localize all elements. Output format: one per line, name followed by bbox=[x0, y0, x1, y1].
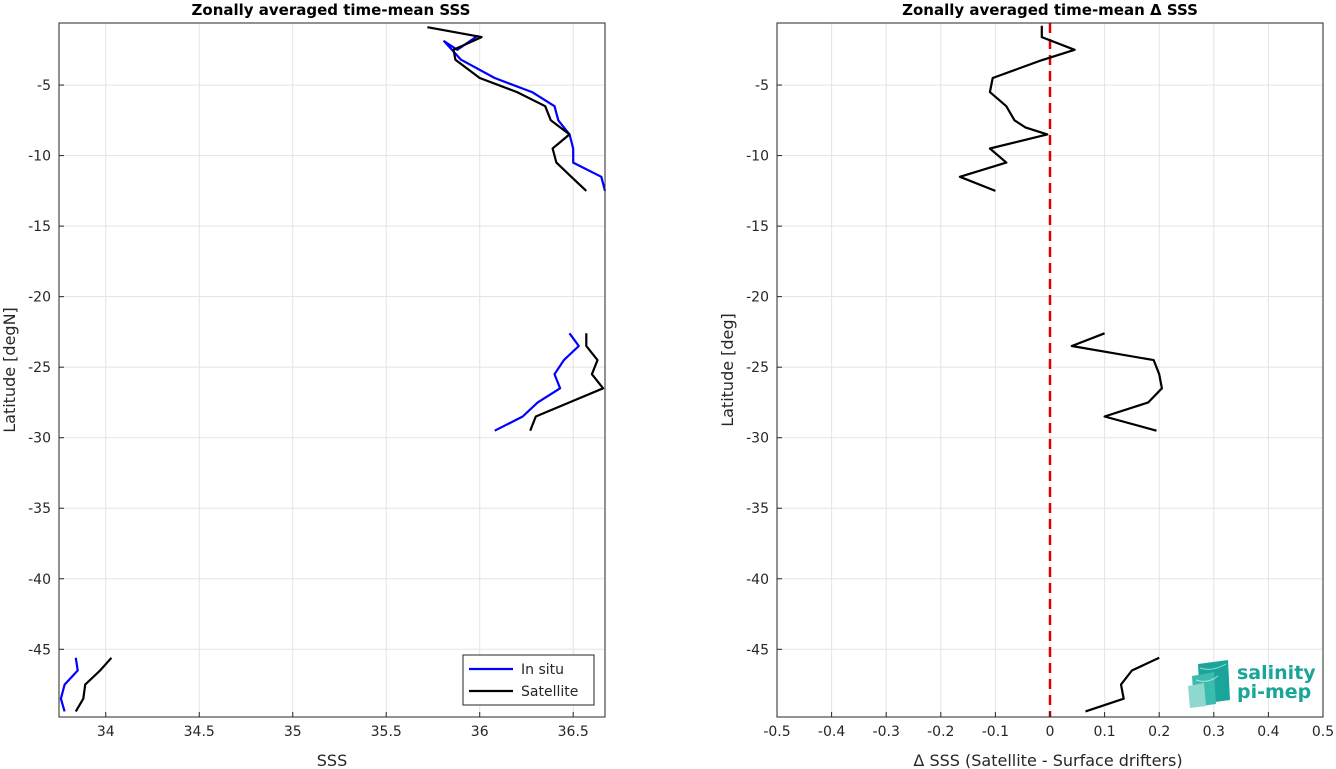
delta-sss-line-segment-2 bbox=[1070, 332, 1164, 432]
delta-sss-x-tick-label: 0.3 bbox=[1203, 724, 1225, 740]
delta-sss-x-tick-label: 0.5 bbox=[1312, 724, 1334, 740]
delta-sss-y-tick-label: -35 bbox=[746, 501, 769, 517]
satellite-line-segment-1 bbox=[427, 26, 588, 192]
delta-sss-y-tick-label: -30 bbox=[746, 431, 769, 447]
sss-y-tick-label: -45 bbox=[28, 642, 51, 658]
legend-satellite-label: Satellite bbox=[521, 684, 578, 700]
sss-x-tick-label: 35.5 bbox=[371, 724, 402, 740]
delta-sss-y-axis-label: Latitude [deg] bbox=[718, 313, 737, 427]
sss-y-tick-label: -20 bbox=[28, 290, 51, 306]
legend-box bbox=[462, 654, 595, 706]
delta-sss-series bbox=[958, 25, 1164, 713]
delta-sss-x-ticks: -0.5 -0.4 -0.3 -0.2 -0.1 0 0.1 0.2 0.3 0.4 0.5 bbox=[763, 712, 1334, 740]
delta-sss-x-tick-label: -0.1 bbox=[982, 724, 1009, 740]
delta-sss-x-tick-label: 0.1 bbox=[1093, 724, 1115, 740]
sss-x-tick-label: 36 bbox=[471, 724, 489, 740]
delta-sss-y-tick-label: -15 bbox=[746, 219, 769, 235]
sss-x-ticks: 34 34.5 35 35.5 36 36.5 bbox=[97, 712, 589, 740]
delta-sss-y-tick-label: -5 bbox=[755, 78, 769, 94]
delta-sss-y-tick-label: -25 bbox=[746, 360, 769, 376]
delta-sss-panel-title: Zonally averaged time-mean Δ SSS bbox=[902, 1, 1198, 19]
sss-y-tick-label: -25 bbox=[28, 360, 51, 376]
sss-grid bbox=[59, 23, 605, 717]
delta-sss-line-segment-1 bbox=[958, 25, 1076, 192]
delta-sss-line-segment-3 bbox=[1085, 656, 1160, 713]
delta-sss-x-tick-label: 0.4 bbox=[1257, 724, 1279, 740]
in-situ-line-segment-1 bbox=[443, 34, 607, 192]
delta-sss-x-axis-label: Δ SSS (Satellite - Surface drifters) bbox=[913, 751, 1182, 769]
sss-x-tick-label: 34 bbox=[97, 724, 115, 740]
legend: In situ Satellite bbox=[462, 654, 595, 706]
sss-x-tick-label: 36.5 bbox=[558, 724, 589, 740]
sss-y-tick-label: -35 bbox=[28, 501, 51, 517]
delta-sss-y-tick-label: -20 bbox=[746, 290, 769, 306]
delta-sss-x-tick-label: -0.2 bbox=[927, 724, 954, 740]
delta-sss-x-tick-label: -0.4 bbox=[818, 724, 845, 740]
sss-series bbox=[59, 26, 607, 712]
sss-x-axis-label: SSS bbox=[317, 751, 347, 769]
sss-y-tick-label: -10 bbox=[28, 149, 51, 165]
delta-sss-y-ticks: -5 -10 -15 -20 -25 -30 -35 -40 -45 bbox=[746, 78, 782, 658]
sss-x-tick-label: 34.5 bbox=[184, 724, 215, 740]
in-situ-line-segment-3 bbox=[59, 657, 79, 712]
sss-panel: Zonally averaged time-mean SSS 34 34.5 35 3… bbox=[0, 1, 607, 769]
sss-y-tick-label: -15 bbox=[28, 219, 51, 235]
delta-sss-x-tick-label: 0.2 bbox=[1148, 724, 1170, 740]
delta-sss-panel: Zonally averaged time-mean Δ SSS -0.5 -0.… bbox=[718, 1, 1334, 769]
satellite-line-segment-2 bbox=[529, 333, 605, 432]
sss-y-ticks: -5 -10 -15 -20 -25 -30 -35 -40 -45 bbox=[28, 78, 64, 658]
delta-sss-y-tick-label: -40 bbox=[746, 572, 769, 588]
legend-in-situ-label: In situ bbox=[521, 662, 564, 678]
satellite-line-segment-3 bbox=[74, 657, 113, 712]
logo-mark-icon bbox=[1188, 660, 1230, 708]
delta-sss-x-tick-label: 0 bbox=[1046, 724, 1055, 740]
sss-y-tick-label: -5 bbox=[37, 78, 51, 94]
salinity-pi-mep-logo: salinity pi-mep bbox=[1188, 660, 1316, 708]
delta-sss-x-tick-label: -0.5 bbox=[763, 724, 790, 740]
logo-text-line1: salinity bbox=[1237, 662, 1316, 684]
sss-plot-area bbox=[59, 23, 605, 717]
logo-text-line2: pi-mep bbox=[1237, 681, 1311, 703]
in-situ-line-segment-2 bbox=[494, 332, 580, 432]
sss-y-tick-label: -30 bbox=[28, 431, 51, 447]
sss-panel-title: Zonally averaged time-mean SSS bbox=[192, 1, 471, 19]
sss-x-tick-label: 35 bbox=[284, 724, 302, 740]
sss-y-axis-label: Latitude [degN] bbox=[0, 307, 19, 433]
sss-axes-box bbox=[58, 22, 606, 718]
delta-sss-y-tick-label: -45 bbox=[746, 642, 769, 658]
sss-y-tick-label: -40 bbox=[28, 572, 51, 588]
delta-sss-x-tick-label: -0.3 bbox=[873, 724, 900, 740]
delta-sss-y-tick-label: -10 bbox=[746, 149, 769, 165]
